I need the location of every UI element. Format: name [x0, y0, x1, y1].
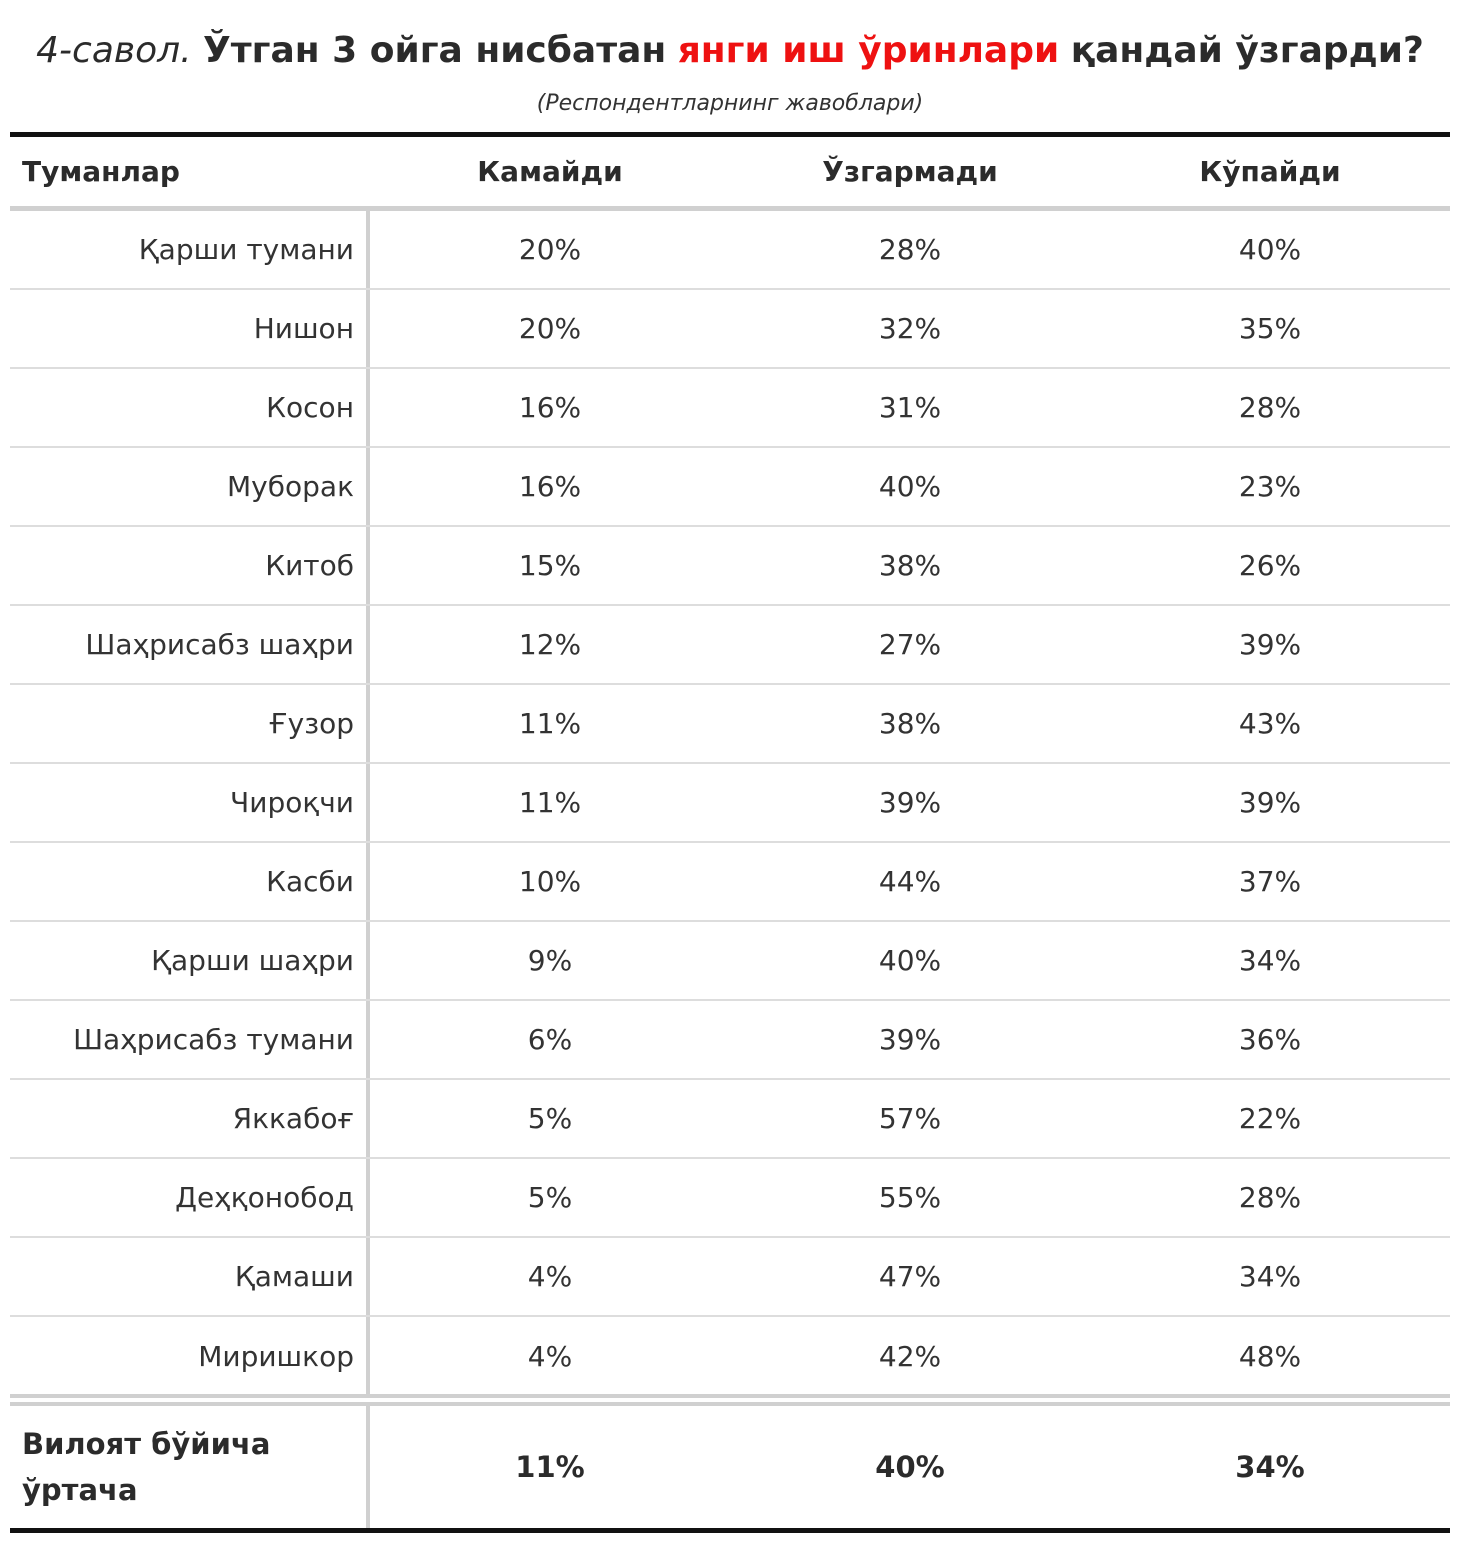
cell-decreased: 6%	[527, 1023, 573, 1056]
cell-increased: 48%	[1238, 1340, 1302, 1373]
table-footer: Вилоят бўйича ўртача 11% 40% 34%	[10, 1406, 1450, 1528]
district-name: Қарши шаҳри	[10, 922, 370, 999]
district-name: Деҳқонобод	[10, 1159, 370, 1236]
cell-decreased: 4%	[527, 1260, 573, 1293]
footer-unchanged: 40%	[875, 1450, 945, 1484]
cell-unchanged: 47%	[878, 1260, 942, 1293]
footer-double-rule	[10, 1394, 1450, 1406]
cell-decreased: 11%	[518, 707, 582, 740]
cell-increased: 23%	[1238, 470, 1302, 503]
cell-increased: 35%	[1238, 312, 1302, 345]
cell-decreased: 11%	[518, 786, 582, 819]
cell-decreased: 16%	[518, 470, 582, 503]
cell-decreased: 10%	[518, 865, 582, 898]
district-name: Яккабоғ	[10, 1080, 370, 1157]
cell-increased: 36%	[1238, 1023, 1302, 1056]
header-unchanged: Ўзгармади	[822, 155, 998, 188]
table-row: Миришкор 4% 42% 48%	[10, 1317, 1450, 1396]
cell-unchanged: 40%	[878, 470, 942, 503]
cell-decreased: 4%	[527, 1340, 573, 1373]
district-name: Муборак	[10, 448, 370, 525]
table-row: Муборак 16% 40% 23%	[10, 448, 1450, 527]
header-decreased: Камайди	[477, 155, 623, 188]
table-row: Нишон 20% 32% 35%	[10, 290, 1450, 369]
header-districts: Туманлар	[22, 155, 180, 188]
cell-decreased: 5%	[527, 1102, 573, 1135]
cell-increased: 40%	[1238, 233, 1302, 266]
table-row: Косон 16% 31% 28%	[10, 369, 1450, 448]
table-bottom-rule	[10, 1528, 1450, 1533]
cell-unchanged: 57%	[878, 1102, 942, 1135]
page-title: 4-савол. Ўтган 3 ойга нисбатан янги иш ў…	[0, 26, 1460, 76]
table-top-rule	[10, 132, 1450, 137]
district-name: Ғузор	[10, 685, 370, 762]
cell-unchanged: 32%	[878, 312, 942, 345]
cell-decreased: 20%	[518, 233, 582, 266]
cell-increased: 43%	[1238, 707, 1302, 740]
table-row: Чироқчи 11% 39% 39%	[10, 764, 1450, 843]
cell-unchanged: 42%	[878, 1340, 942, 1373]
table-body: Қарши тумани 20% 28% 40% Нишон 20% 32% 35% Косон…	[10, 211, 1450, 1396]
results-table: Туманлар Камайди Ўзгармади Кўпайди Қарши…	[10, 132, 1450, 1533]
cell-increased: 28%	[1238, 391, 1302, 424]
cell-decreased: 5%	[527, 1181, 573, 1214]
district-name: Косон	[10, 369, 370, 446]
table-row: Қарши шаҳри 9% 40% 34%	[10, 922, 1450, 1001]
district-name: Шаҳрисабз шаҳри	[10, 606, 370, 683]
district-name: Қарши тумани	[10, 211, 370, 288]
cell-unchanged: 39%	[878, 786, 942, 819]
cell-decreased: 15%	[518, 549, 582, 582]
header-increased: Кўпайди	[1199, 155, 1341, 188]
table-row: Шаҳрисабз шаҳри 12% 27% 39%	[10, 606, 1450, 685]
cell-decreased: 9%	[527, 944, 573, 977]
cell-unchanged: 28%	[878, 233, 942, 266]
footer-label: Вилоят бўйича ўртача	[10, 1406, 370, 1528]
cell-unchanged: 40%	[878, 944, 942, 977]
question-text-end: қандай ўзгарди?	[1070, 30, 1424, 71]
cell-decreased: 16%	[518, 391, 582, 424]
table-row: Яккабоғ 5% 57% 22%	[10, 1080, 1450, 1159]
cell-increased: 26%	[1238, 549, 1302, 582]
cell-unchanged: 38%	[878, 549, 942, 582]
cell-unchanged: 55%	[878, 1181, 942, 1214]
district-name: Китоб	[10, 527, 370, 604]
district-name: Қамаши	[10, 1238, 370, 1315]
district-name: Касби	[10, 843, 370, 920]
page-subtitle: (Респондентларнинг жавоблари)	[536, 91, 924, 116]
table-row: Касби 10% 44% 37%	[10, 843, 1450, 922]
cell-increased: 39%	[1238, 628, 1302, 661]
table-row: Деҳқонобод 5% 55% 28%	[10, 1159, 1450, 1238]
table-row: Китоб 15% 38% 26%	[10, 527, 1450, 606]
cell-increased: 22%	[1238, 1102, 1302, 1135]
cell-increased: 37%	[1238, 865, 1302, 898]
table-row: Қарши тумани 20% 28% 40%	[10, 211, 1450, 290]
header-rule	[10, 206, 1450, 211]
district-name: Нишон	[10, 290, 370, 367]
district-name: Миришкор	[10, 1317, 370, 1396]
district-name: Шаҳрисабз тумани	[10, 1001, 370, 1078]
footer-decreased: 11%	[515, 1450, 585, 1484]
cell-increased: 39%	[1238, 786, 1302, 819]
cell-unchanged: 27%	[878, 628, 942, 661]
table-header: Туманлар Камайди Ўзгармади Кўпайди	[10, 137, 1450, 206]
cell-decreased: 20%	[518, 312, 582, 345]
district-name: Чироқчи	[10, 764, 370, 841]
question-number: 4-савол.	[36, 30, 192, 71]
question-text-highlight: янги иш ўринлари	[677, 30, 1060, 71]
cell-increased: 28%	[1238, 1181, 1302, 1214]
table-row: Қамаши 4% 47% 34%	[10, 1238, 1450, 1317]
table-row: Ғузор 11% 38% 43%	[10, 685, 1450, 764]
footer-increased: 34%	[1235, 1450, 1305, 1484]
table-row: Шаҳрисабз тумани 6% 39% 36%	[10, 1001, 1450, 1080]
cell-unchanged: 44%	[878, 865, 942, 898]
cell-increased: 34%	[1238, 944, 1302, 977]
cell-unchanged: 31%	[878, 391, 942, 424]
cell-unchanged: 38%	[878, 707, 942, 740]
cell-unchanged: 39%	[878, 1023, 942, 1056]
cell-increased: 34%	[1238, 1260, 1302, 1293]
cell-decreased: 12%	[518, 628, 582, 661]
question-text-start: Ўтган 3 ойга нисбатан	[203, 30, 667, 71]
